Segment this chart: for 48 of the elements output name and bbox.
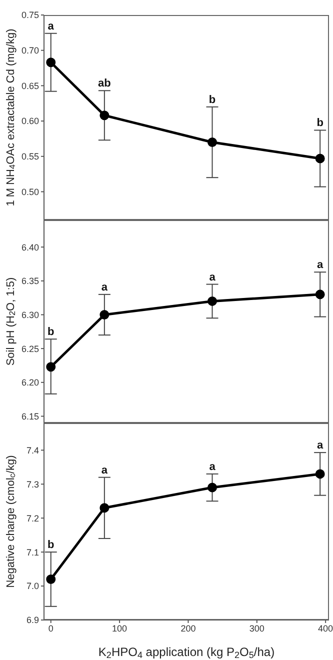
x-tick-label: 400	[318, 623, 333, 634]
point	[100, 503, 110, 513]
point	[208, 137, 218, 147]
annotation: b	[48, 326, 54, 338]
y-tick-label: 0.70	[21, 46, 39, 56]
x-tick-label: 300	[249, 623, 264, 634]
y-tick-label: 0.55	[21, 152, 39, 162]
y-tick-label: 7.2	[26, 513, 39, 524]
y-tick-label: 6.35	[21, 276, 39, 286]
point	[46, 574, 56, 584]
y-tick-label: 0.50	[21, 186, 39, 197]
point	[46, 58, 56, 68]
y-tick-label: 7.4	[26, 445, 39, 456]
y-tick-label: 0.75	[21, 10, 39, 20]
point	[46, 362, 56, 372]
x-tick-label: 100	[112, 623, 128, 634]
point	[208, 482, 218, 492]
point	[315, 469, 325, 479]
point	[315, 154, 325, 164]
x-tick-label: 0	[48, 623, 54, 634]
y-tick-label: 0.65	[21, 80, 39, 91]
y-tick-label: 7.0	[26, 581, 39, 592]
annotation: a	[48, 20, 55, 32]
annotation: b	[316, 117, 324, 130]
point	[315, 290, 325, 300]
y-tick-label: 6.30	[21, 310, 39, 320]
annotation: a	[101, 464, 108, 476]
point	[100, 310, 110, 320]
y-tick-label: 6.15	[21, 411, 39, 422]
point	[208, 296, 218, 306]
point	[100, 110, 110, 120]
annotation: a	[209, 271, 216, 284]
text: K$_{2}$HPO$_{4}$ application (kg P$_{2}$O$_{5}$/ha)	[98, 645, 275, 660]
y-tick-label: 7.1	[26, 547, 39, 558]
annotation: a	[317, 440, 324, 452]
annotation: a	[101, 281, 108, 294]
x-tick-label: 200	[180, 623, 196, 634]
y-tick-label: 6.9	[26, 615, 39, 626]
y-tick-label: 7.3	[26, 479, 39, 490]
y-tick-label: 0.60	[21, 116, 39, 126]
y-tick-label: 6.20	[21, 378, 39, 388]
annotation: b	[208, 94, 216, 106]
annotation: a	[317, 259, 324, 272]
y-tick-label: 6.25	[21, 344, 39, 354]
y-tick-label: 6.40	[21, 242, 39, 252]
annotation: a	[209, 460, 216, 473]
annotation: b	[48, 539, 54, 552]
annotation: ab	[98, 78, 112, 90]
